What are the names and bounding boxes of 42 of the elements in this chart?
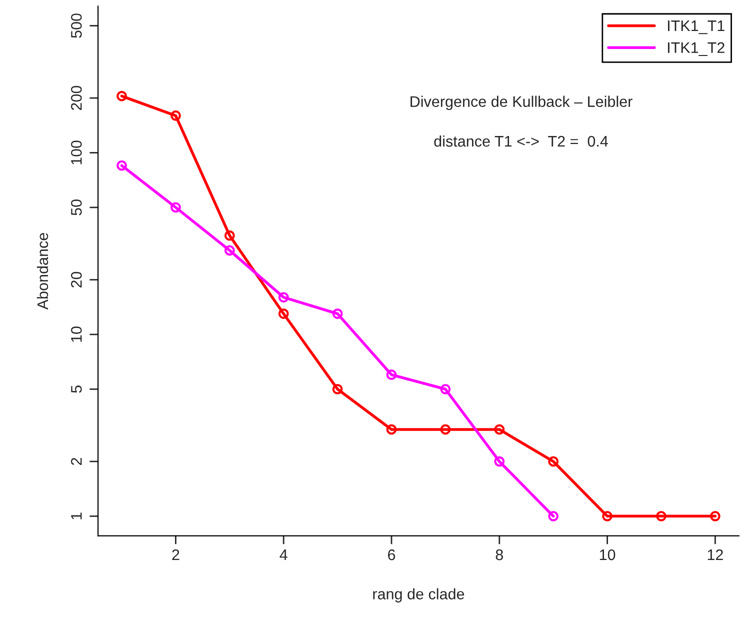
point [548,456,559,467]
y-tick-label: 1 [71,512,82,520]
annotation: distance T1 <-> T2 = 0.4 [434,135,608,147]
point [116,160,127,171]
point [710,510,720,522]
y-tick-label: 200 [70,86,82,110]
annotation: Divergence de Kullback – Leibler [410,96,632,110]
point [386,424,397,435]
point [278,292,289,303]
point [548,510,559,522]
point [170,110,181,121]
y-tick-label: 2 [70,458,82,465]
point [224,230,235,241]
legend-label: ITK1_T1 [668,20,724,34]
point [440,384,451,394]
y-tick-label: 100 [70,140,82,164]
y-axis-title: Abondance [36,233,48,310]
point [332,308,343,319]
point [494,424,505,435]
point [170,202,181,213]
x-tick-label: 4 [280,550,288,560]
y-tick-label: 5 [71,386,82,393]
x-tick-label: 8 [496,549,503,560]
point [332,384,343,394]
point [656,510,666,522]
x-tick-label: 6 [388,549,396,560]
y-tick-label: 50 [70,200,82,216]
y-tick-label: 500 [70,14,82,38]
point [224,245,235,256]
x-tick-label: 12 [708,549,723,560]
legend-label: ITK1_T2 [668,42,724,56]
x-tick-label: 10 [600,549,616,560]
point [602,510,612,522]
point [440,424,451,435]
y-tick-label: 20 [70,272,82,288]
x-axis-title: rang de clade [373,588,464,602]
point [386,370,397,380]
point [116,90,127,102]
x-tick-label: 2 [172,549,180,560]
y-tick-label: 10 [70,326,82,342]
point [278,308,289,319]
point [494,456,505,467]
